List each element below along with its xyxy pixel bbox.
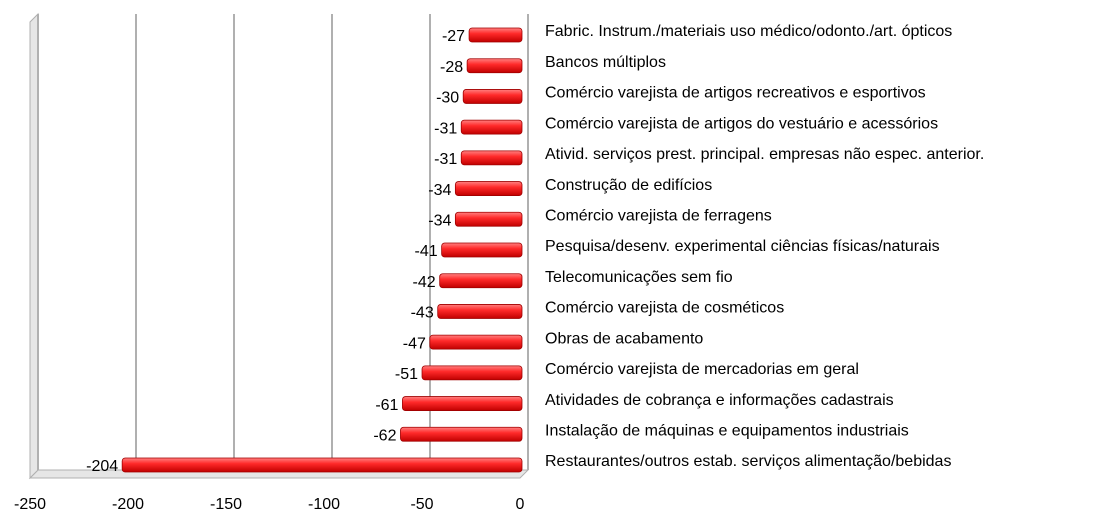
value-label: -34: [428, 182, 451, 199]
bar: [460, 150, 523, 166]
x-tick-label: 0: [516, 496, 525, 513]
category-label: Restaurantes/outros estab. serviços alim…: [545, 453, 951, 470]
side-wall: [29, 12, 39, 480]
value-label: -31: [434, 151, 457, 168]
bar: [437, 304, 523, 319]
x-tick-label: -200: [112, 496, 144, 513]
value-label: -31: [434, 120, 457, 137]
value-label: -204: [86, 458, 118, 475]
x-tick-label: -100: [308, 496, 340, 513]
bar: [460, 119, 523, 135]
category-label: Ativid. serviços prest. principal. empre…: [545, 146, 984, 163]
category-label: Construção de edifícios: [545, 177, 712, 194]
category-label: Comércio varejista de ferragens: [545, 208, 772, 225]
bar: [400, 426, 523, 442]
bar: [466, 58, 523, 74]
bar: [421, 365, 523, 381]
category-label: Comércio varejista de cosméticos: [545, 300, 784, 317]
category-label: Pesquisa/desenv. experimental ciências f…: [545, 238, 940, 255]
value-label: -27: [442, 28, 465, 45]
value-label: -61: [375, 397, 398, 414]
bar: [429, 334, 523, 350]
category-label: Atividades de cobrança e informações cad…: [545, 392, 894, 409]
bar: [454, 211, 523, 227]
value-label: -62: [373, 428, 396, 445]
value-label: -51: [395, 366, 418, 383]
value-label: -28: [440, 59, 463, 76]
bar: [121, 457, 523, 473]
bar: [402, 396, 523, 411]
category-label: Fabric. Instrum./materiais uso médico/od…: [545, 23, 952, 40]
value-label: -42: [413, 274, 436, 291]
bar: [439, 273, 523, 289]
category-label: Obras de acabamento: [545, 330, 703, 347]
category-label: Comércio varejista de mercadorias em ger…: [545, 361, 859, 378]
x-tick-label: -50: [410, 496, 433, 513]
value-label: -41: [415, 243, 438, 260]
value-label: -34: [428, 213, 451, 230]
bar: [468, 27, 523, 43]
category-label: Bancos múltiplos: [545, 54, 666, 71]
value-label: -47: [403, 335, 426, 352]
value-label: -30: [436, 90, 459, 107]
value-label: -43: [411, 305, 434, 322]
category-label: Comércio varejista de artigos recreativo…: [545, 85, 926, 102]
category-label: Comércio varejista de artigos do vestuár…: [545, 115, 938, 132]
x-tick-label: -150: [210, 496, 242, 513]
category-label: Instalação de máquinas e equipamentos in…: [545, 423, 909, 440]
bar: [441, 242, 523, 258]
x-tick-label: -250: [14, 496, 46, 513]
bar: [462, 89, 523, 104]
category-label: Telecomunicações sem fio: [545, 269, 733, 286]
bar: [454, 181, 523, 196]
